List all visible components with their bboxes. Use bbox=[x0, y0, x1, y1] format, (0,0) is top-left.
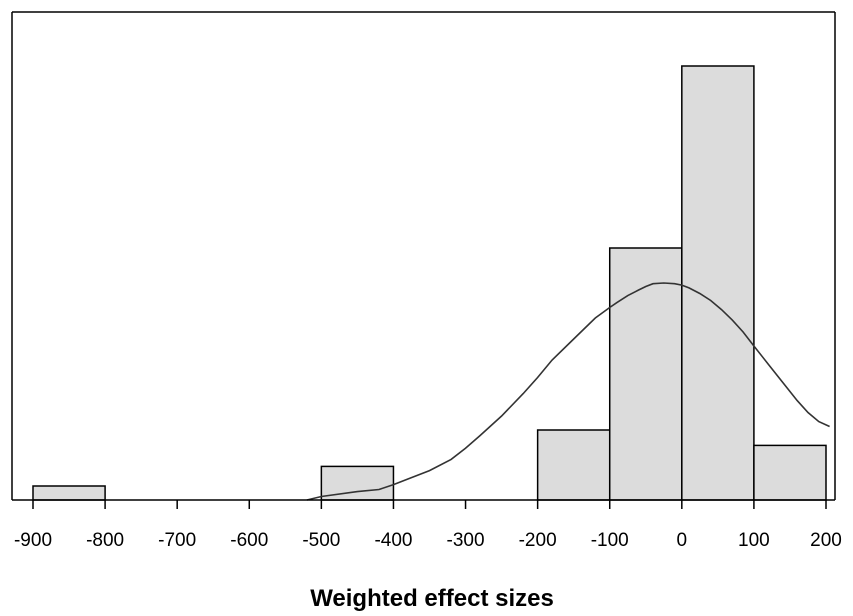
x-tick-label: -800 bbox=[86, 530, 124, 551]
histogram-bars bbox=[32, 65, 827, 501]
x-tick-label: 200 bbox=[810, 530, 842, 551]
x-tick-label: -200 bbox=[519, 530, 557, 551]
density-curve bbox=[306, 282, 830, 501]
x-tick-label: -500 bbox=[302, 530, 340, 551]
histogram-bar-2 bbox=[536, 429, 611, 501]
x-tick-label: -100 bbox=[591, 530, 629, 551]
x-tick-label: -700 bbox=[158, 530, 196, 551]
x-tick-label: -300 bbox=[447, 530, 485, 551]
x-tick-label: -400 bbox=[374, 530, 412, 551]
histogram-bar-5 bbox=[753, 444, 827, 501]
histogram-bar-4 bbox=[681, 65, 755, 501]
x-tick-label: -900 bbox=[14, 530, 52, 551]
x-axis-ticks: -900 -800 -700 -600 -500 -400 -300 -200 -100 0 100… bbox=[14, 500, 842, 551]
histogram-bar-3 bbox=[608, 247, 683, 501]
x-tick-label: 0 bbox=[677, 530, 688, 551]
x-axis-title: Weighted effect sizes bbox=[310, 585, 554, 612]
x-tick-label: 100 bbox=[738, 530, 770, 551]
x-tick-label: -600 bbox=[230, 530, 268, 551]
histogram-bar-0 bbox=[32, 485, 106, 501]
